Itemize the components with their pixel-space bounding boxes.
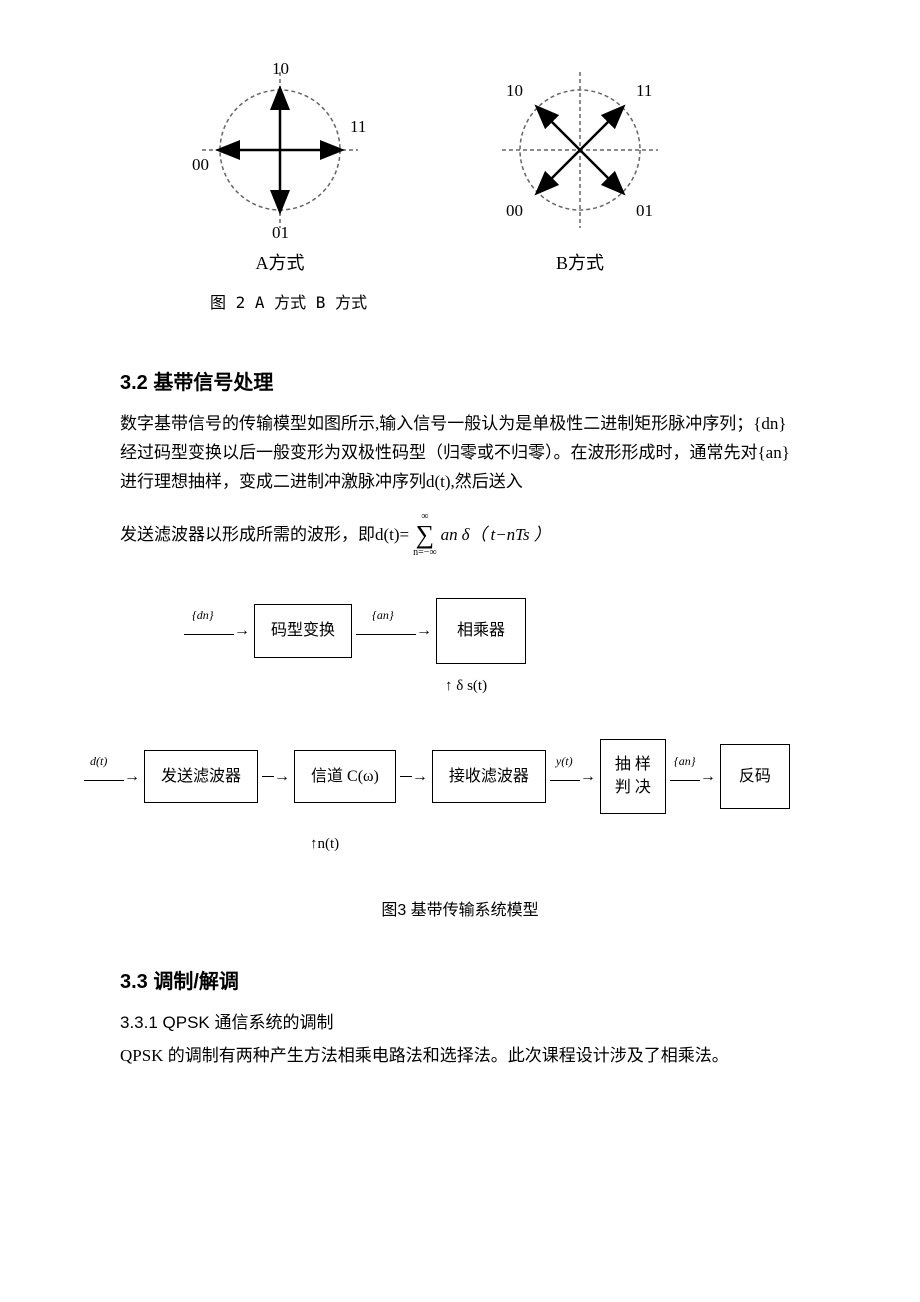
label-b-br: 01 xyxy=(636,201,653,220)
sigma-symbol: ∑ xyxy=(416,522,435,548)
label-b-tl: 10 xyxy=(506,81,523,100)
sum-arg: t−nTs xyxy=(490,521,529,550)
arrow-r2-4: {an} → xyxy=(666,763,720,790)
constellation-b: 10 11 01 00 B方式 xyxy=(480,60,680,279)
section-331-heading: 3.3.1 QPSK 通信系统的调制 xyxy=(120,1009,800,1038)
sum-delta: δ（ xyxy=(462,521,487,550)
figure3-caption: 图3 基带传输系统模型 xyxy=(120,897,800,924)
vec-b-tl xyxy=(538,108,580,150)
arrow-r1-in: {dn} → xyxy=(180,617,254,644)
arrow-r2-1: → xyxy=(258,763,294,790)
lbl-an: {an} xyxy=(372,605,394,625)
arrow-r2-in: d(t) → xyxy=(80,763,144,790)
flowchart-row2: d(t) → 发送滤波器 → 信道 C(ω) → 接收滤波器 y(t) → 抽 … xyxy=(80,739,800,857)
flowchart-row1: {dn} → 码型变换 {an} → 相乘器 ↑ δ s(t) xyxy=(180,598,800,699)
delta-st-label: ↑ δ s(t) xyxy=(445,674,800,700)
formula-prefix: 发送滤波器以形成所需的波形，即d(t)= xyxy=(120,521,409,550)
arrow-r2-3: y(t) → xyxy=(546,763,600,790)
vec-b-bl xyxy=(538,150,580,192)
lbl-an2: {an} xyxy=(674,751,696,771)
arrow-r1-mid: {an} → xyxy=(352,617,436,644)
box-code-convert: 码型变换 xyxy=(254,604,352,657)
section-33-heading: 3.3 调制/解调 xyxy=(120,965,800,999)
section-32-paragraph: 数字基带信号的传输模型如图所示,输入信号一般认为是单极性二进制矩形脉冲序列；{d… xyxy=(120,410,800,497)
method-b-label: B方式 xyxy=(480,248,680,279)
lbl-dn: {dn} xyxy=(192,605,214,625)
label-a-right: 11 xyxy=(350,117,366,136)
method-a-label: A方式 xyxy=(180,248,380,279)
sum-close: ） xyxy=(534,521,551,550)
constellation-a: 10 11 01 00 A方式 xyxy=(180,60,380,279)
constellation-b-svg: 10 11 01 00 xyxy=(480,60,680,240)
summation: ∞ ∑ n=−∞ xyxy=(413,512,436,558)
label-a-left: 00 xyxy=(192,155,209,174)
box-tx-filter: 发送滤波器 xyxy=(144,750,258,803)
vec-b-br xyxy=(580,150,622,192)
constellation-a-svg: 10 11 01 00 xyxy=(180,60,380,240)
nt-label: ↑n(t) xyxy=(310,832,800,858)
lbl-dt: d(t) xyxy=(90,751,107,771)
box-multiplier: 相乘器 xyxy=(436,598,526,663)
label-b-bl: 00 xyxy=(506,201,523,220)
decide-line: 判 决 xyxy=(615,779,651,796)
sum-lower: n=−∞ xyxy=(413,548,436,558)
figure2-caption: 图 2 A 方式 B 方式 xyxy=(210,289,800,316)
box-invert: 反码 xyxy=(720,744,790,809)
box-sample-decide: 抽 样 判 决 xyxy=(600,739,666,814)
arrow-r2-2: → xyxy=(396,763,432,790)
lbl-yt: y(t) xyxy=(556,751,573,771)
vec-b-tr xyxy=(580,108,622,150)
label-b-tr: 11 xyxy=(636,81,652,100)
constellation-figure: 10 11 01 00 A方式 10 11 01 00 B方式 xyxy=(180,60,800,279)
box-channel: 信道 C(ω) xyxy=(294,750,396,803)
sample-line: 抽 样 xyxy=(615,756,651,773)
box-rx-filter: 接收滤波器 xyxy=(432,750,546,803)
label-a-bottom: 01 xyxy=(272,223,289,240)
section-33-paragraph: QPSK 的调制有两种产生方法相乘电路法和选择法。此次课程设计涉及了相乘法。 xyxy=(120,1042,800,1071)
section-32-heading: 3.2 基带信号处理 xyxy=(120,366,800,400)
formula-line: 发送滤波器以形成所需的波形，即d(t)= ∞ ∑ n=−∞ an δ（ t−nT… xyxy=(120,512,800,558)
sum-an: an xyxy=(441,521,458,550)
label-a-top: 10 xyxy=(272,60,289,78)
